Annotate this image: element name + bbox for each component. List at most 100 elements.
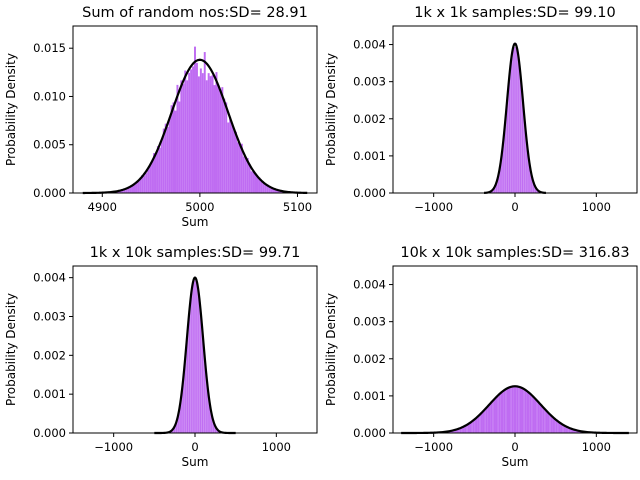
histogram-bar [192,286,193,433]
histogram-bar [458,428,460,433]
histogram-bar [254,173,257,193]
histogram-bar [534,186,536,193]
histogram-bar [158,147,161,193]
histogram-bar [528,156,529,193]
histogram-bar [145,173,148,193]
histogram-bar [131,185,134,193]
histogram-bar [508,78,510,193]
histogram-bar [195,280,197,433]
histogram-bar [471,421,473,433]
y-axis-label: Probability Density [4,53,18,166]
histogram-bar [229,116,232,193]
histogram-bar [464,425,467,433]
histogram-bar [262,182,265,193]
histogram-bar [532,178,533,193]
histogram-bar [536,400,538,433]
histogram-bar [516,386,519,433]
y-tick-label: 0.003 [33,309,66,323]
histogram-bar [490,402,493,433]
histogram-bar [260,180,263,193]
histogram-bars [427,385,603,433]
y-tick-label: 0.001 [33,387,66,401]
histogram-bar [199,301,200,433]
histogram-bar [526,141,528,193]
histogram-bar [196,281,198,433]
histogram-bar [235,131,237,193]
histogram-bar [537,401,540,433]
pdf-curve [484,42,546,194]
x-tick-label: −1000 [94,440,133,454]
histogram-bar [225,102,228,193]
histogram-bar [511,59,513,193]
histogram-bar [209,76,212,193]
histogram-bar [529,166,531,193]
histogram-bar [205,364,206,433]
histogram-bar [183,371,185,433]
histogram-bar [539,403,542,433]
histogram-bar [521,87,522,193]
histogram-bar [197,285,198,433]
x-tick-label: 0 [191,440,198,454]
histogram-bar [451,430,454,433]
histogram-bar [500,162,502,193]
histogram-bar [497,395,499,433]
histogram-bar [534,184,535,193]
histogram-bar [518,386,520,433]
histogram-bar [504,120,506,193]
histogram-bar [187,328,189,433]
histogram-bar [173,427,175,433]
histogram-bar [248,164,251,193]
histogram-bar [277,190,280,193]
histogram-bar [203,52,206,194]
histogram-bar [520,79,522,193]
histogram-bar [515,43,517,194]
histogram-bar [515,47,516,194]
histogram-bar [175,422,177,433]
histogram-bar [174,110,177,193]
x-tick-label: 1000 [582,440,611,454]
histogram-bar [264,183,267,193]
histogram-bar [459,428,462,433]
histogram-bar [545,411,548,433]
histogram-bar [544,409,546,433]
histogram-bar [258,177,261,193]
histogram-bar [185,349,187,433]
y-axis-label: Probability Density [4,293,18,406]
histogram-bar [178,101,181,193]
histogram-bar [528,162,530,193]
histogram-bar [214,425,216,433]
histogram-bar [517,49,518,193]
y-tick-label: 0.000 [353,186,386,200]
histogram-bar [519,387,522,433]
histogram-bar [484,409,486,433]
subplot-3: −1000 0 1000 0.000 0.001 0.002 0.003 0.004 1k x … [4,245,318,469]
histogram-bar [210,408,211,433]
histogram-bar [518,62,520,193]
y-tick-label: 0.004 [33,271,66,285]
histogram-bar [192,66,195,193]
histogram-bar [231,124,234,193]
histogram-bar [487,406,489,433]
histogram-bar [272,188,275,193]
histogram-bar [203,343,204,433]
histogram-bar [276,189,278,193]
histogram-bar [201,327,203,433]
histogram-bar [536,188,537,193]
histogram-bar [477,415,480,433]
histogram-bar [475,417,478,433]
histogram-bar [499,170,500,193]
histogram-bar [246,157,249,193]
histogram-bar [205,80,208,193]
histogram-bar [501,153,503,193]
histogram-bar [256,176,259,193]
histogram-bar [505,114,507,193]
histogram-bar [186,80,189,193]
histogram-bar [536,189,538,193]
histogram-bar [197,76,200,193]
histogram-bar [174,425,176,433]
histogram-bar [135,181,138,193]
histogram-bar [194,276,195,433]
histogram-bar [173,428,174,433]
histogram-bar [495,397,498,433]
histogram-bar [143,175,146,193]
